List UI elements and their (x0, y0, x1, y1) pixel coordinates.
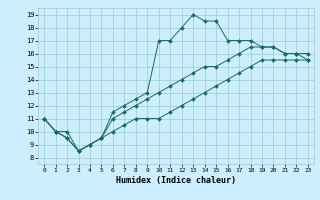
X-axis label: Humidex (Indice chaleur): Humidex (Indice chaleur) (116, 176, 236, 185)
